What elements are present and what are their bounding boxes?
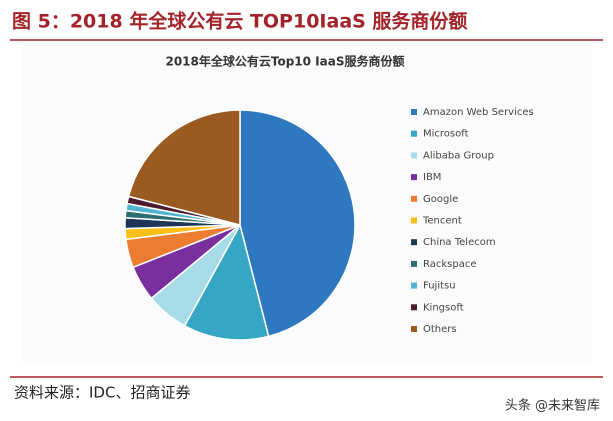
legend-label: Rackspace: [423, 259, 476, 270]
watermark: 头条 @未来智库: [505, 398, 600, 414]
legend-label: Others: [423, 324, 457, 335]
source: 资料来源：IDC、招商证券: [14, 384, 190, 402]
legend-label: IBM: [423, 172, 441, 183]
legend-swatch: [411, 109, 417, 115]
legend-label: Alibaba Group: [423, 150, 494, 161]
figure-title: 图 5：2018 年全球公有云 TOP10IaaS 服务商份额: [12, 10, 467, 33]
legend-swatch: [411, 195, 417, 202]
pie-slice: [127, 109, 241, 226]
legend-swatch: [411, 217, 417, 224]
legend-swatch: [411, 174, 417, 181]
legend-swatch: [411, 282, 417, 289]
legend-swatch: [411, 304, 417, 311]
legend-swatch: [411, 152, 417, 159]
legend-label: Microsoft: [423, 129, 469, 140]
legend-label: Amazon Web Services: [423, 107, 534, 118]
legend-swatch: [411, 130, 417, 137]
pie-slice: [183, 222, 270, 341]
legend-label: Tencent: [422, 216, 462, 227]
pie-slice: [239, 109, 356, 338]
chart-title: 2018年全球公有云Top10 IaaS服务商份额: [165, 54, 404, 69]
legend-swatch: [411, 239, 417, 246]
legend-swatch: [411, 326, 417, 332]
legend-swatch: [411, 260, 417, 267]
legend-label: Fujitsu: [423, 281, 456, 292]
legend-label: China Telecom: [423, 237, 496, 248]
legend-label: Google: [423, 194, 458, 205]
legend-label: Kingsoft: [423, 302, 464, 313]
